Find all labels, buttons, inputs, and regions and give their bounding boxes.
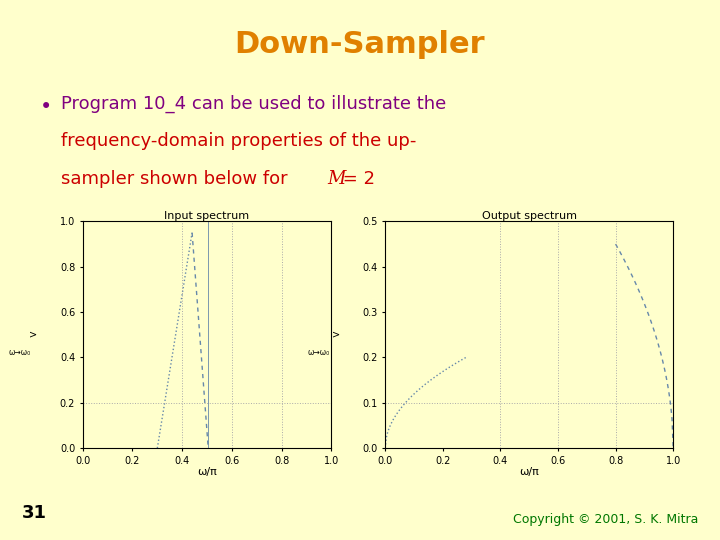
Text: frequency-domain properties of the up-: frequency-domain properties of the up- — [61, 132, 417, 150]
X-axis label: ω/π: ω/π — [197, 467, 217, 477]
Title: Input spectrum: Input spectrum — [164, 211, 250, 221]
Text: 31: 31 — [22, 504, 47, 522]
Text: Program 10_4 can be used to illustrate the: Program 10_4 can be used to illustrate t… — [61, 94, 446, 113]
Text: >: > — [29, 330, 37, 340]
Text: •: • — [40, 97, 52, 117]
Text: Down-Sampler: Down-Sampler — [235, 30, 485, 59]
Title: Output spectrum: Output spectrum — [482, 211, 577, 221]
Text: = 2: = 2 — [337, 170, 375, 188]
Text: ω→ω₀: ω→ω₀ — [307, 348, 330, 357]
Text: M: M — [328, 170, 346, 188]
Text: Copyright © 2001, S. K. Mitra: Copyright © 2001, S. K. Mitra — [513, 514, 698, 526]
Text: ω→ω₀: ω→ω₀ — [9, 348, 30, 357]
X-axis label: ω/π: ω/π — [519, 467, 539, 477]
Text: >: > — [332, 330, 341, 340]
Text: sampler shown below for: sampler shown below for — [61, 170, 294, 188]
